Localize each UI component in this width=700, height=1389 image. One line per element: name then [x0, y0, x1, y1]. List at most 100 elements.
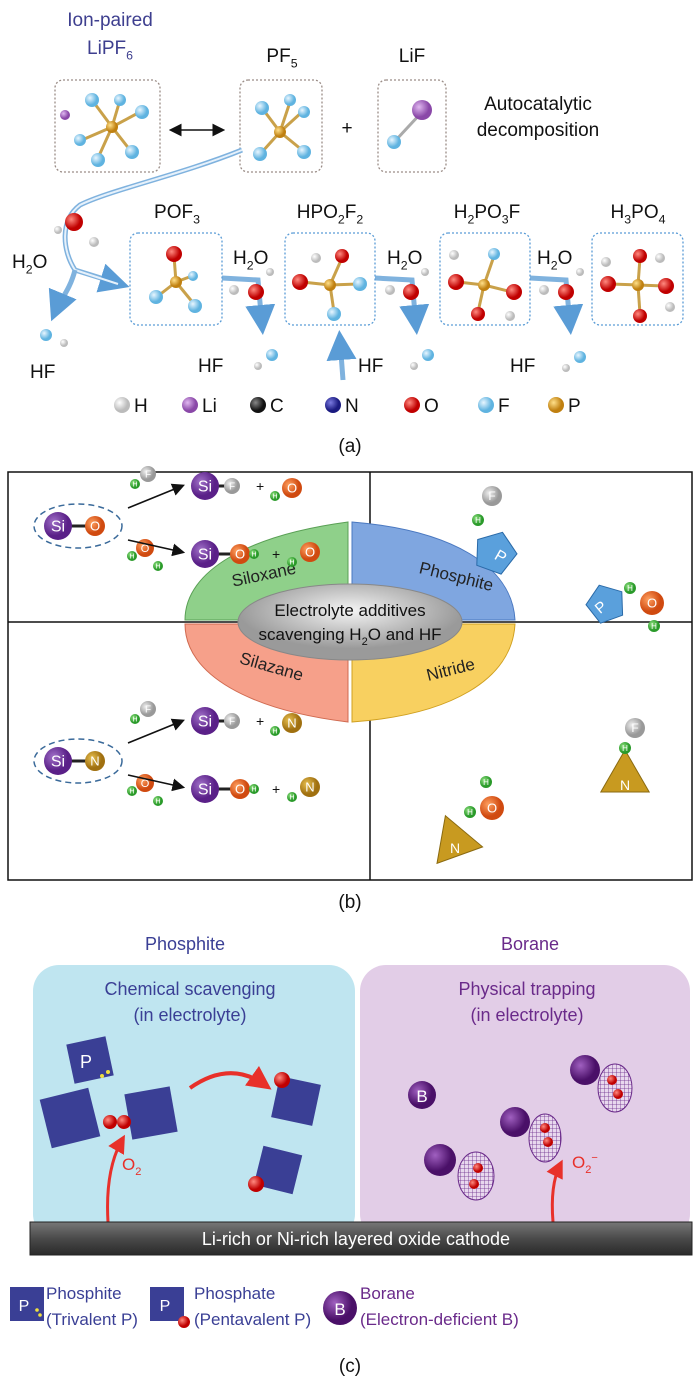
atom-label: Si [198, 714, 212, 731]
nitride-triangle [599, 748, 651, 793]
atom [480, 796, 504, 820]
lipf6-molecule [60, 93, 149, 167]
atom-label: H [129, 788, 134, 795]
lif-molecule [387, 100, 432, 149]
legend-swatch [325, 397, 341, 413]
atom-label: H [289, 794, 294, 801]
atom-label: O [141, 778, 150, 790]
hf-molecules [254, 349, 586, 372]
atom-label: H [155, 798, 160, 805]
panel-a: Ion-paired LiPF6 PF5 LiF + [12, 10, 684, 457]
atom [464, 806, 476, 818]
phosphite-legend-glyph: P [19, 1298, 30, 1315]
product-label: POF3 [154, 202, 200, 227]
legend-swatch [404, 397, 420, 413]
atom-label: Si [51, 519, 65, 536]
water-label: H2O [537, 248, 572, 273]
water-label: H2O [387, 248, 422, 273]
legend-label: H [134, 396, 148, 417]
plus-sign: + [256, 478, 264, 494]
legend-name: Phosphate [194, 1284, 275, 1303]
h2po3f-box [439, 232, 531, 326]
atom [153, 796, 163, 806]
atom [224, 478, 240, 494]
atom-label: O [647, 596, 657, 611]
atom [140, 466, 156, 482]
reaction-arrow [127, 774, 186, 792]
atom [648, 620, 660, 632]
atom-label: Si [51, 754, 65, 771]
atom-label: N [90, 754, 99, 769]
in-electrolyte-label: (in electrolyte) [470, 1005, 583, 1025]
center-ellipse [237, 583, 463, 661]
pof3-box [129, 232, 223, 326]
atom [282, 478, 302, 498]
pf5-label: PF5 [266, 46, 297, 71]
atom-label: H [622, 744, 628, 753]
atom-label: Si [198, 479, 212, 496]
atom [140, 701, 156, 717]
atom-label: Si [198, 547, 212, 564]
reactant-ring [33, 738, 123, 784]
atom [85, 751, 105, 771]
atom-label: F [145, 470, 151, 481]
atom [282, 713, 302, 733]
plus-sign: + [341, 118, 352, 139]
atom [640, 591, 664, 615]
atom-label: O [305, 545, 315, 560]
atom-label: O [487, 801, 497, 816]
atom [300, 542, 320, 562]
product-label: H2PO3F [454, 202, 521, 227]
borane-molecules: B [408, 1055, 633, 1223]
atom [482, 486, 502, 506]
atom [224, 713, 240, 729]
legend-label: Li [202, 396, 217, 417]
atom-label: H [467, 808, 473, 817]
atom-label: O [90, 519, 100, 534]
atom [44, 512, 72, 540]
lipf6-box [54, 79, 161, 173]
legend-swatch [250, 397, 266, 413]
atom [191, 707, 219, 735]
reaction-arrow [127, 539, 186, 557]
atom-label: N [305, 780, 314, 795]
atom-label: H [289, 559, 294, 566]
hf-label: HF [30, 362, 55, 383]
water-label: H2O [12, 252, 47, 277]
hf-molecule [40, 329, 68, 347]
atom-label: H [272, 493, 277, 500]
atom [287, 557, 297, 567]
atom [270, 491, 280, 501]
h3po4-box [591, 232, 684, 326]
reaction-arrow [127, 483, 185, 509]
atom [153, 561, 163, 571]
atom [130, 479, 140, 489]
water-molecules [229, 268, 584, 300]
atom [191, 775, 219, 803]
atom-label: F [488, 489, 495, 503]
legend-label: F [498, 396, 510, 417]
h3po4-molecule [600, 249, 675, 323]
product-row: POF3 HPO2F2 H2PO3F H3PO4 [129, 202, 684, 377]
legend-label: P [568, 396, 581, 417]
atom [230, 544, 250, 564]
atom [249, 784, 259, 794]
pf5-box [239, 79, 323, 173]
reactant-ring [33, 503, 123, 549]
panel-c: Phosphite Borane Chemical scavenging (in… [10, 934, 693, 1377]
pof3-molecule [149, 246, 202, 313]
reaction-flow-arrows [48, 147, 584, 381]
phosphite-molecules: P [39, 1036, 321, 1223]
atom-label: Si [198, 782, 212, 799]
water-molecule [54, 213, 99, 247]
product-label: HPO2F2 [297, 202, 364, 227]
atom [625, 718, 645, 738]
chemical-scavenging-label: Chemical scavenging [104, 979, 275, 999]
product-label: H3PO4 [611, 202, 666, 227]
legend-desc: (Trivalent P) [46, 1310, 138, 1329]
reaction-arrow [127, 718, 185, 744]
atom-label: H [272, 728, 277, 735]
atom [127, 551, 137, 561]
